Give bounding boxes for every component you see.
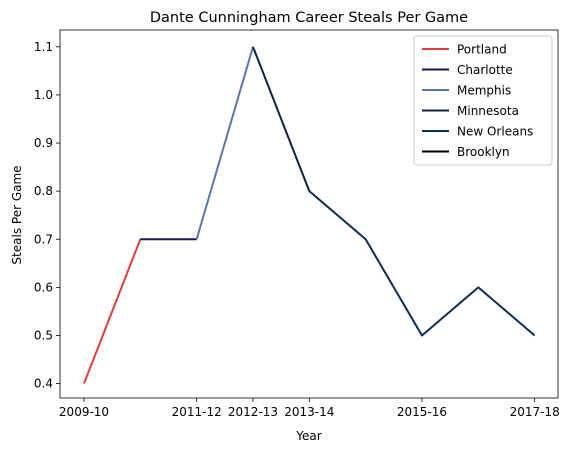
series-line-portland: [83, 238, 142, 384]
x-tick-label: 2013-14: [284, 405, 334, 419]
legend-label: Minnesota: [457, 104, 519, 118]
legend-label: Charlotte: [457, 63, 513, 77]
plot-area: [83, 46, 536, 384]
x-tick-label: 2015-16: [397, 405, 447, 419]
x-tick-label: 2012-13: [228, 405, 278, 419]
y-tick-label: 0.8: [34, 184, 53, 198]
legend-box: [413, 35, 553, 166]
y-tick-label: 0.4: [34, 377, 53, 391]
y-tick-label: 0.5: [34, 328, 53, 342]
legend-label: Portland: [457, 43, 507, 57]
legend-label: Memphis: [457, 84, 511, 98]
x-tick-label: 2017-18: [510, 405, 560, 419]
x-tick-label: 2009-10: [59, 405, 109, 419]
y-tick-label: 1.1: [34, 40, 53, 54]
legend-label: New Orleans: [457, 125, 533, 139]
series-line-minnesota: [252, 46, 311, 192]
x-tick-label: 2011-12: [172, 405, 222, 419]
axes: 2009-10 2011-12 2012-13 2013-14 2015-16 2017-…: [34, 29, 560, 419]
series-line-memphis: [195, 46, 254, 240]
y-tick-label: 0.7: [34, 232, 53, 246]
series-line-new-orleans: [308, 190, 536, 337]
y-tick-label: 1.0: [34, 88, 53, 102]
y-tick-label: 0.6: [34, 280, 53, 294]
legend-label: Brooklyn: [457, 145, 510, 159]
y-axis-label: Steals Per Game: [10, 165, 24, 264]
x-axis-label: Year: [295, 429, 321, 443]
chart-title: Dante Cunningham Career Steals Per Game: [150, 10, 468, 26]
y-tick-label: 0.9: [34, 136, 53, 150]
legend: Portland Charlotte Memphis Minnesota New Orl…: [413, 35, 553, 166]
